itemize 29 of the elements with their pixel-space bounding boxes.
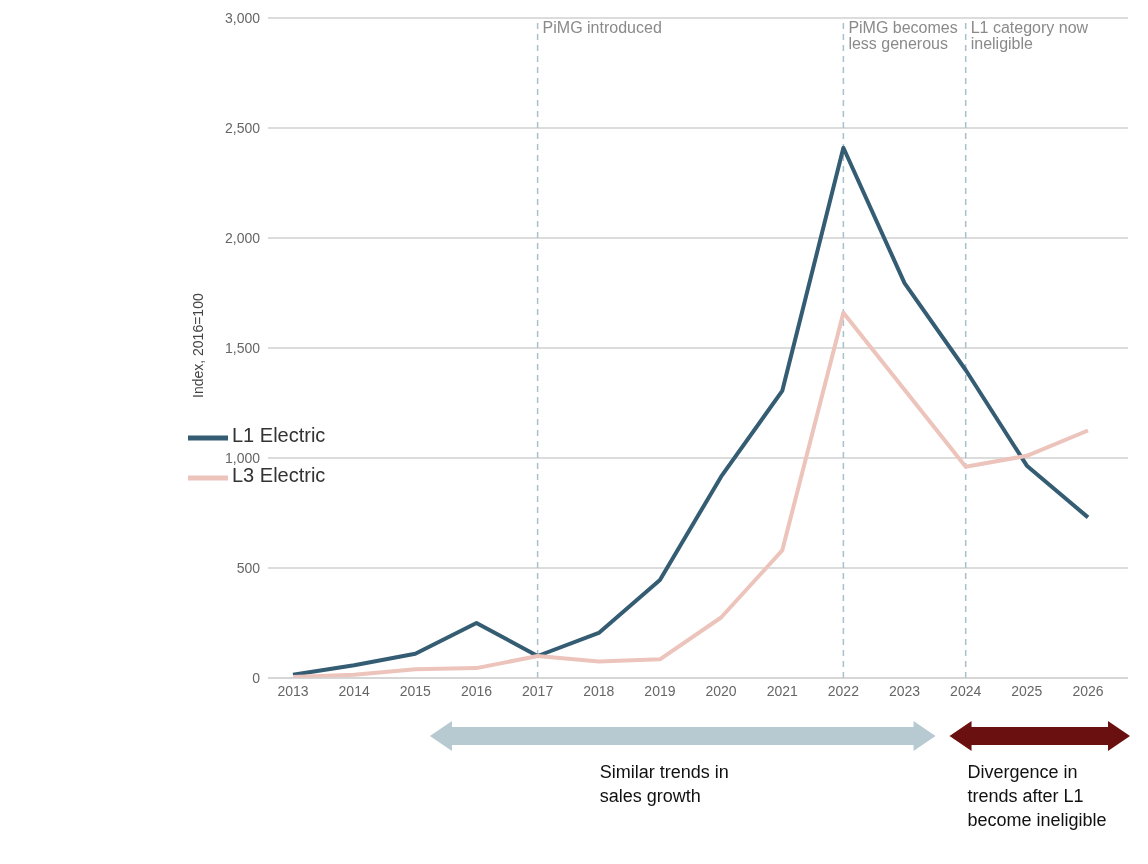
x-tick-label: 2013 [277,682,309,699]
x-tick-label: 2022 [827,682,860,699]
ref-line-label: PiMG becomes less generous [848,19,958,53]
x-tick-label: 2023 [888,682,921,699]
x-tick-label: 2024 [950,682,982,699]
legend-label: L1 Electric [232,424,326,447]
ref-line-label: PiMG introduced [542,19,662,37]
y-axis-title: Index, 2016=100 [189,293,206,398]
y-tick-label: 1,000 [224,449,261,466]
text: Divergence in trends after L1 become ineligible [967,761,1108,832]
x-tick-label: 2015 [399,682,432,699]
y-tick-label: 2,000 [224,229,261,246]
x-tick-label: 2014 [338,682,370,699]
y-tick-label: 3,000 [224,9,261,26]
x-tick-label: 2018 [583,682,615,699]
x-tick-label: 2021 [766,682,799,699]
y-tick-label: 2,500 [224,119,261,136]
x-tick-label: 2025 [1011,682,1043,699]
x-tick-label: 2017 [522,682,554,699]
y-tick-label: 500 [236,559,261,576]
x-tick-label: 2026 [1072,682,1104,699]
legend-label: L3 Electric [232,464,326,487]
x-tick-label: 2016 [460,682,493,699]
text: Similar trends in sales growth [599,761,730,808]
ref-line-label: L1 category now ineligible [970,19,1089,53]
x-tick-label: 2020 [705,682,737,699]
y-tick-label: 1,500 [224,339,261,356]
y-tick-label: 0 [252,669,261,686]
x-tick-label: 2019 [644,682,676,699]
